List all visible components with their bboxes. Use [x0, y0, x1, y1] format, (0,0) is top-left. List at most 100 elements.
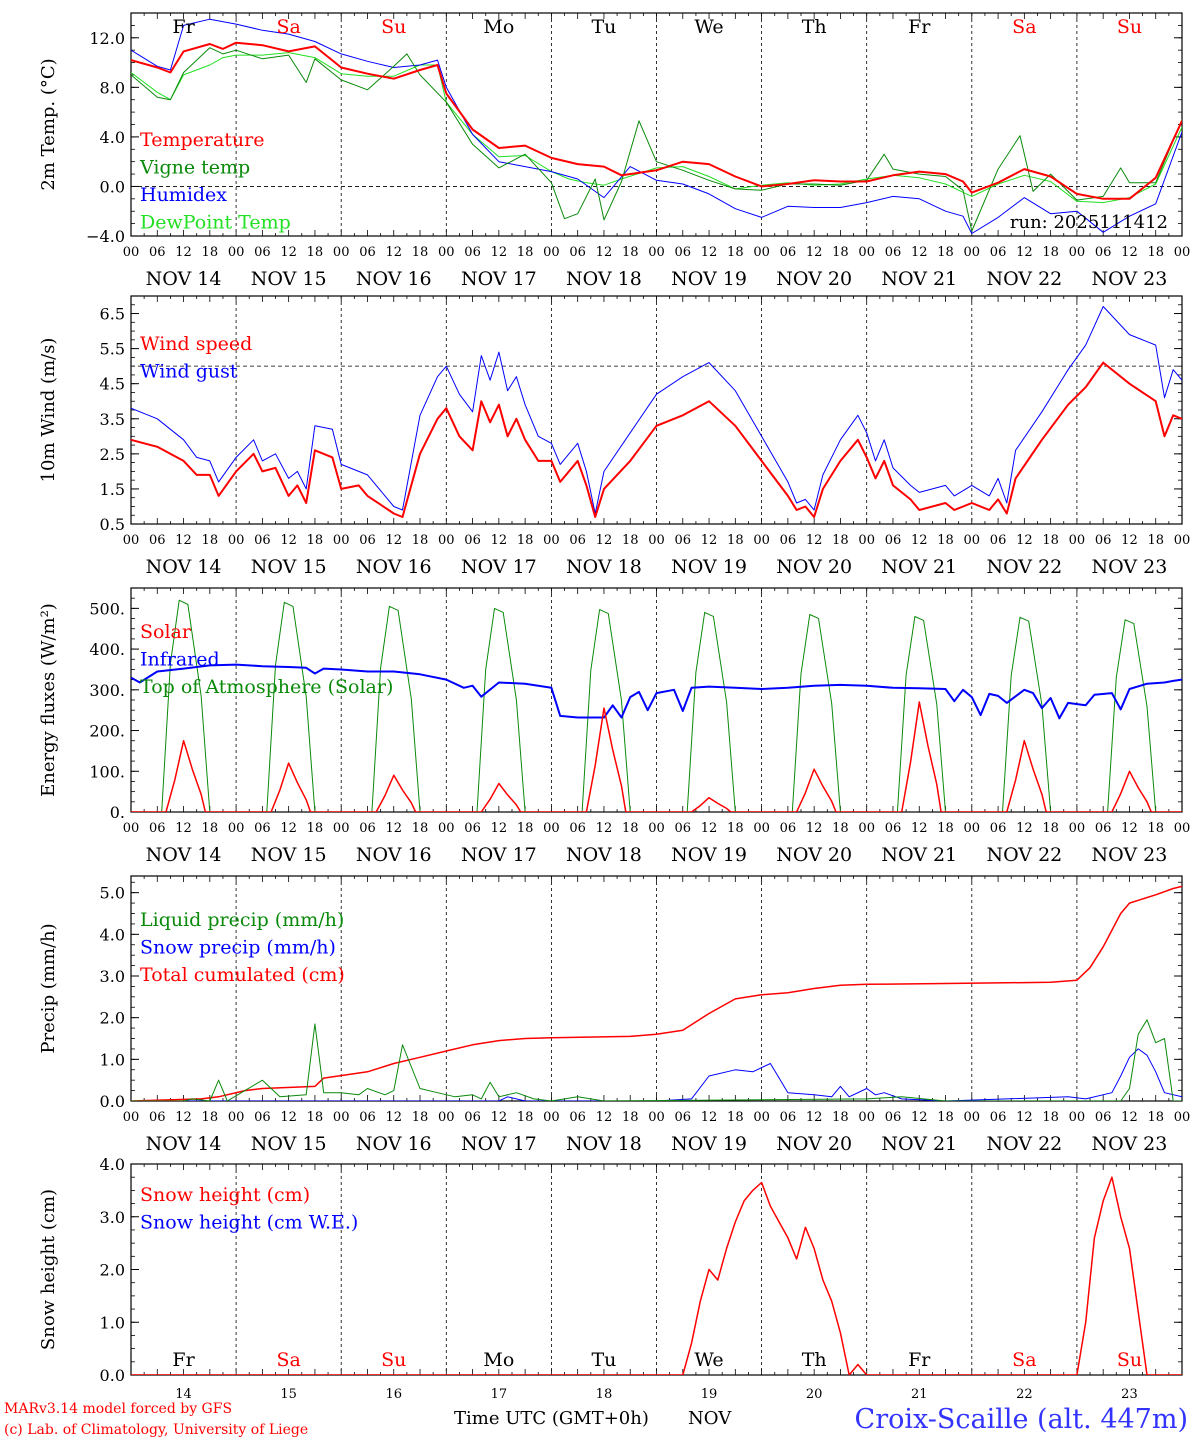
date-label: NOV 23 [1092, 268, 1168, 290]
date-label: NOV 19 [671, 556, 747, 578]
hour-tick-label: 06 [885, 1110, 902, 1125]
date-label: NOV 21 [881, 1133, 957, 1155]
y-axis-label: Snow height (cm) [38, 1189, 59, 1350]
hour-tick-label: 06 [780, 533, 797, 548]
hour-tick-label: 06 [675, 1110, 692, 1125]
hour-tick-label: 00 [858, 821, 875, 836]
y-tick-label: 5.5 [100, 340, 125, 359]
hour-tick-label: 18 [1042, 821, 1059, 836]
date-label: NOV 23 [1092, 556, 1168, 578]
hour-tick-label: 18 [937, 533, 954, 548]
hour-tick-label: 12 [1121, 245, 1138, 260]
hour-tick-label: 18 [727, 821, 744, 836]
hour-tick-label: 12 [175, 533, 192, 548]
hour-tick-label: 12 [1016, 1110, 1033, 1125]
date-label: NOV 14 [146, 844, 222, 866]
y-tick-label: −4.0 [86, 227, 125, 246]
date-label: NOV 15 [251, 844, 327, 866]
hour-tick-label: 06 [464, 245, 481, 260]
hour-tick-label: 06 [254, 1110, 271, 1125]
hour-tick-label: 06 [990, 245, 1007, 260]
y-tick-label: 4.0 [100, 925, 125, 944]
hour-tick-label: 12 [175, 245, 192, 260]
hour-tick-label: 06 [1095, 821, 1112, 836]
hour-tick-label: 00 [228, 533, 245, 548]
hour-tick-label: 00 [858, 1110, 875, 1125]
legend-entry: Wind speed [140, 333, 252, 355]
y-tick-label: 0.0 [100, 1092, 125, 1111]
date-label: NOV 19 [671, 844, 747, 866]
hour-tick-label: 18 [1147, 245, 1164, 260]
hour-tick-label: 12 [1121, 1110, 1138, 1125]
legend-entry: Snow height (cm) [140, 1184, 310, 1206]
hour-tick-label: 06 [149, 533, 166, 548]
weekday-label: Fr [908, 16, 931, 38]
date-label: NOV 16 [356, 844, 432, 866]
hour-tick-label: 18 [307, 1110, 324, 1125]
hour-tick-label: 06 [254, 821, 271, 836]
date-label: NOV 16 [356, 556, 432, 578]
legend-entry: Solar [140, 621, 192, 643]
hour-tick-label: 12 [911, 245, 928, 260]
hour-tick-label: 06 [359, 245, 376, 260]
y-axis-label: 10m Wind (m/s) [38, 338, 59, 483]
hour-tick-label: 18 [517, 821, 534, 836]
date-label: NOV 21 [881, 844, 957, 866]
hour-tick-label: 12 [701, 533, 718, 548]
date-label: NOV 15 [251, 556, 327, 578]
hour-tick-label: 18 [727, 533, 744, 548]
hour-tick-label: 12 [175, 821, 192, 836]
hour-tick-label: 06 [675, 821, 692, 836]
date-label: NOV 14 [146, 268, 222, 290]
y-tick-label: 0.0 [100, 177, 125, 196]
series-vigne-temp [131, 47, 1182, 232]
y-tick-label: 3.0 [100, 967, 125, 986]
hour-tick-label: 00 [438, 1110, 455, 1125]
hour-tick-label: 00 [858, 245, 875, 260]
hour-tick-label: 06 [464, 821, 481, 836]
hour-tick-label: 18 [412, 245, 429, 260]
date-label: NOV 14 [146, 1133, 222, 1155]
hour-tick-label: 18 [307, 533, 324, 548]
hour-tick-label: 06 [780, 1110, 797, 1125]
hour-tick-label: 06 [254, 533, 271, 548]
hour-tick-label: 00 [333, 1110, 350, 1125]
hour-tick-label: 12 [1016, 245, 1033, 260]
y-tick-label: 2.0 [100, 1261, 125, 1280]
hour-tick-label: 12 [596, 245, 613, 260]
date-label: NOV 20 [776, 1133, 852, 1155]
hour-tick-label: 00 [753, 1110, 770, 1125]
station-name: Croix-Scaille (alt. 447m) [855, 1404, 1188, 1435]
hour-tick-label: 18 [622, 533, 639, 548]
y-axis-label: Precip (mm/h) [38, 923, 59, 1053]
weekday-label: Su [1117, 1349, 1142, 1371]
hour-tick-label: 12 [911, 1110, 928, 1125]
hour-tick-label: 12 [806, 1110, 823, 1125]
date-label: NOV 22 [986, 268, 1062, 290]
hour-tick-label: 00 [648, 1110, 665, 1125]
hour-tick-label: 00 [964, 1110, 981, 1125]
series-snow-precip-mm-h [131, 1048, 1182, 1101]
date-label: NOV 22 [986, 1133, 1062, 1155]
hour-tick-label: 18 [412, 821, 429, 836]
date-label: NOV 20 [776, 556, 852, 578]
hour-tick-label: 12 [911, 533, 928, 548]
hour-tick-label: 12 [280, 533, 297, 548]
hour-tick-label: 00 [964, 245, 981, 260]
hour-tick-label: 12 [491, 533, 508, 548]
hour-tick-label: 12 [385, 1110, 402, 1125]
hour-tick-label: 18 [517, 1110, 534, 1125]
hour-tick-label: 18 [412, 1110, 429, 1125]
day-number-label: 16 [385, 1387, 402, 1402]
hour-tick-label: 18 [832, 245, 849, 260]
hour-tick-label: 00 [648, 821, 665, 836]
weekday-label: Su [381, 16, 406, 38]
y-tick-label: 3.5 [100, 410, 125, 429]
panel-frame [130, 12, 1183, 237]
legend-entry: Snow precip (mm/h) [140, 937, 336, 959]
series-temperature [131, 41, 1182, 200]
legend-entry: DewPoint Temp [140, 212, 291, 234]
legend-entry: Total cumulated (cm) [140, 964, 345, 986]
hour-tick-label: 00 [438, 533, 455, 548]
hour-tick-label: 06 [569, 1110, 586, 1125]
